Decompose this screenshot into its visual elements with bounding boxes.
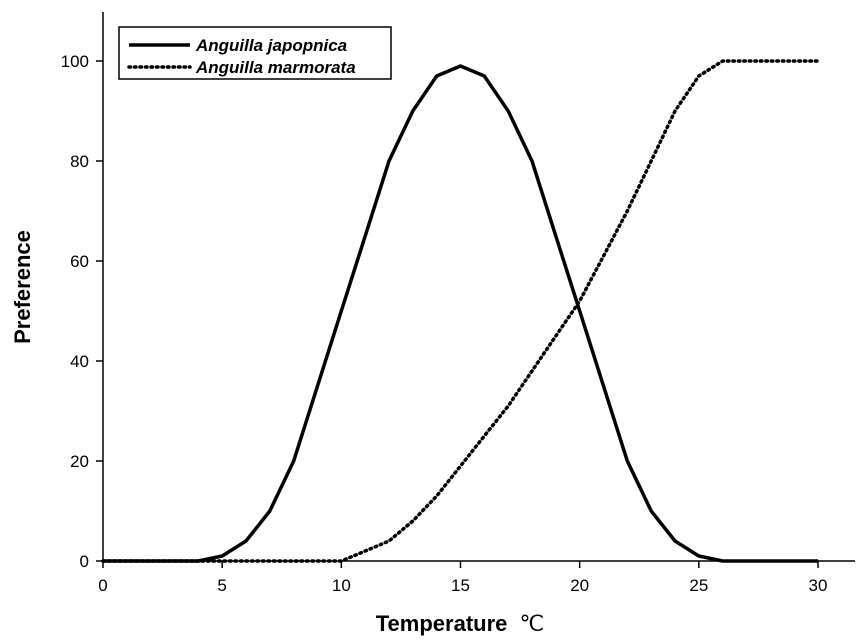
y-tick-label: 0 [80, 552, 89, 571]
x-tick-label: 5 [217, 576, 226, 595]
x-tick-label: 10 [332, 576, 351, 595]
x-axis-title: Temperature ℃ [376, 611, 544, 636]
y-tick-label: 20 [70, 452, 89, 471]
x-tick-label: 15 [451, 576, 470, 595]
x-tick-label: 30 [809, 576, 828, 595]
y-tick-label: 100 [61, 52, 89, 71]
legend-box [118, 26, 392, 80]
y-axis-title: Preference [10, 230, 35, 344]
axes [102, 12, 855, 562]
series-line-anguilla-marmorata [101, 59, 820, 563]
series-line-anguilla-japopnica [103, 64, 818, 563]
x-tick-label: 25 [689, 576, 708, 595]
plot-marks [101, 59, 820, 563]
y-tick-label: 80 [70, 152, 89, 171]
x-tick-label: 20 [570, 576, 589, 595]
legend-label-marmorata: Anguilla marmorata [195, 58, 356, 77]
legend: Anguilla japopnica Anguilla marmorata [118, 26, 392, 80]
y-tick-label: 40 [70, 352, 89, 371]
x-axis-unit: ℃ [520, 611, 545, 636]
legend-label-japopnica: Anguilla japopnica [195, 36, 347, 55]
y-tick-label: 60 [70, 252, 89, 271]
x-tick-label: 0 [98, 576, 107, 595]
ticks: 0 5 10 15 20 25 30 0 20 40 60 80 100 [61, 52, 828, 595]
x-axis-title-text: Temperature [376, 611, 508, 636]
